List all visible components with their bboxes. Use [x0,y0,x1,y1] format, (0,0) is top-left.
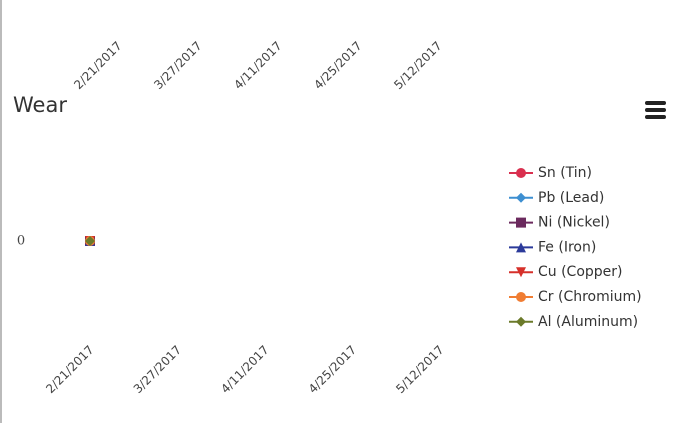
legend-marker [516,192,526,203]
legend-item[interactable]: Pb (Lead) [509,190,604,206]
legend-label: Ni (Nickel) [538,215,610,231]
legend-label: Al (Aluminum) [538,314,638,330]
menu-button[interactable] [645,101,666,119]
menu-bar [645,101,666,105]
legend-label: Sn (Tin) [538,165,592,181]
legend-item[interactable]: Cu (Copper) [509,264,623,280]
legend-item[interactable]: Cr (Chromium) [509,289,642,305]
y-tick-label: 0 [17,234,25,249]
legend-marker [516,316,526,327]
data-point [85,236,95,246]
menu-bar [645,108,666,112]
legend-item[interactable]: Ni (Nickel) [509,215,610,231]
legend-marker [516,292,526,302]
legend-marker [516,217,526,228]
legend-item[interactable]: Sn (Tin) [509,165,592,181]
legend-marker [516,168,526,178]
legend-marker [516,242,526,253]
legend-label: Pb (Lead) [538,190,604,206]
legend-marker [516,267,526,278]
legend-label: Cr (Chromium) [538,289,642,305]
menu-bar [645,115,666,119]
legend-item[interactable]: Fe (Iron) [509,239,596,255]
legend-label: Fe (Iron) [538,239,596,255]
chart-title: Wear [13,93,67,117]
legend-item[interactable]: Al (Aluminum) [509,314,638,330]
legend-label: Cu (Copper) [538,264,623,280]
